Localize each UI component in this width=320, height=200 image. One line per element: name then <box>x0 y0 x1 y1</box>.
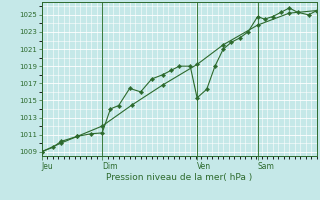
X-axis label: Pression niveau de la mer( hPa ): Pression niveau de la mer( hPa ) <box>106 173 252 182</box>
